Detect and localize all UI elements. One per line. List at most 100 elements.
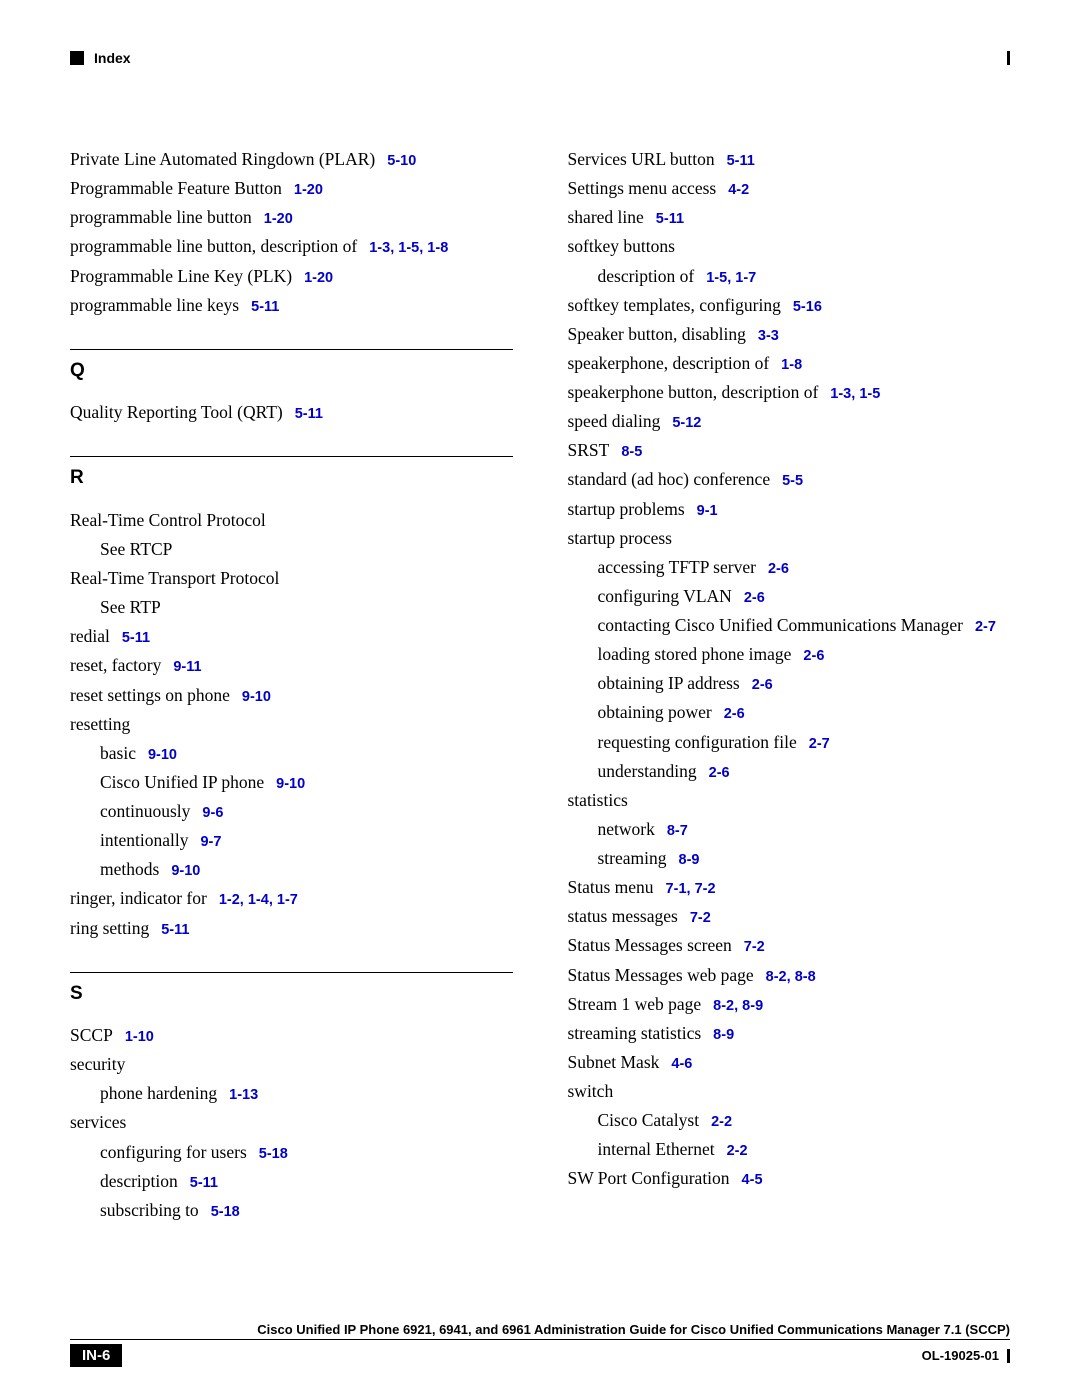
page-ref-link[interactable]: 8-7 bbox=[667, 823, 688, 839]
page-ref-link[interactable]: 9-11 bbox=[173, 659, 201, 675]
index-entry: See RTP bbox=[70, 594, 513, 621]
page-ref-link[interactable]: 5-18 bbox=[211, 1204, 240, 1220]
page-ref-link[interactable]: 1-20 bbox=[264, 211, 293, 227]
page-ref-link[interactable]: 5-5 bbox=[782, 473, 803, 489]
page-ref-link[interactable]: 8-9 bbox=[713, 1027, 734, 1043]
page-ref-link[interactable]: 5-11 bbox=[122, 630, 150, 646]
index-entry: redial5-11 bbox=[70, 623, 513, 650]
index-entry-refs: 2-7 bbox=[809, 732, 830, 752]
index-entry-text: Status Messages web page bbox=[568, 965, 754, 985]
index-entry-text: standard (ad hoc) conference bbox=[568, 469, 771, 489]
page-ref-link[interactable]: 8-8 bbox=[795, 969, 816, 985]
page-ref-link[interactable]: 8-9 bbox=[742, 998, 763, 1014]
page-ref-link[interactable]: 7-2 bbox=[744, 939, 765, 955]
page-ref-link[interactable]: 1-7 bbox=[735, 270, 756, 286]
page-ref-link[interactable]: 2-6 bbox=[752, 677, 773, 693]
page-ref-link[interactable]: 1-8 bbox=[427, 240, 448, 256]
page-ref-link[interactable]: 9-7 bbox=[200, 834, 221, 850]
index-entry-text: See RTP bbox=[100, 597, 161, 617]
page-ref-link[interactable]: 9-10 bbox=[276, 776, 305, 792]
page-ref-link[interactable]: 8-9 bbox=[679, 852, 700, 868]
page-ref-link[interactable]: 5-18 bbox=[259, 1146, 288, 1162]
index-entry-text: Status Messages screen bbox=[568, 935, 732, 955]
index-entry-text: SRST bbox=[568, 440, 610, 460]
index-entry-text: speakerphone button, description of bbox=[568, 382, 819, 402]
index-entry: Status Messages web page 8-2, 8-8 bbox=[568, 962, 1011, 989]
page-ref-link[interactable]: 5-11 bbox=[295, 406, 323, 422]
page-ref-link[interactable]: 1-8 bbox=[781, 357, 802, 373]
index-entry: Speaker button, disabling3-3 bbox=[568, 321, 1011, 348]
page-ref-link[interactable]: 5-11 bbox=[190, 1175, 218, 1191]
page-ref-link[interactable]: 1-5 bbox=[398, 240, 419, 256]
page-ref-link[interactable]: 7-2 bbox=[690, 910, 711, 926]
page-ref-link[interactable]: 9-10 bbox=[148, 747, 177, 763]
index-entry: obtaining power2-6 bbox=[568, 699, 1011, 726]
page-ref-link[interactable]: 1-4 bbox=[248, 892, 269, 908]
page-ref-link[interactable]: 1-2 bbox=[219, 892, 240, 908]
index-entry: contacting Cisco Unified Communications … bbox=[568, 612, 1011, 639]
page-ref-link[interactable]: 2-6 bbox=[709, 765, 730, 781]
page-ref-link[interactable]: 1-20 bbox=[304, 270, 333, 286]
index-entry-text: configuring VLAN bbox=[598, 586, 732, 606]
index-entry: See RTCP bbox=[70, 536, 513, 563]
page-ref-link[interactable]: 2-7 bbox=[975, 619, 996, 635]
index-entry-refs: 8-2, 8-8 bbox=[766, 965, 816, 985]
page-ref-link[interactable]: 2-6 bbox=[744, 590, 765, 606]
page-ref-link[interactable]: 2-6 bbox=[724, 706, 745, 722]
index-entry: Programmable Feature Button1-20 bbox=[70, 175, 513, 202]
page-ref-link[interactable]: 9-10 bbox=[171, 863, 200, 879]
index-entry-refs: 2-6 bbox=[803, 644, 824, 664]
page-ref-link[interactable]: 1-5 bbox=[859, 386, 880, 402]
page-ref-link[interactable]: 9-10 bbox=[242, 689, 271, 705]
page-ref-link[interactable]: 7-1 bbox=[666, 881, 687, 897]
index-entry: status messages7-2 bbox=[568, 903, 1011, 930]
page-ref-link[interactable]: 2-7 bbox=[809, 736, 830, 752]
index-entry-text: programmable line button bbox=[70, 207, 252, 227]
index-entry-refs: 9-1 bbox=[697, 499, 718, 519]
page-ref-link[interactable]: 8-2 bbox=[766, 969, 787, 985]
page-ref-link[interactable]: 5-11 bbox=[727, 153, 755, 169]
page-ref-link[interactable]: 1-3 bbox=[369, 240, 390, 256]
index-entry-refs: 2-7 bbox=[975, 615, 996, 635]
page-ref-link[interactable]: 1-3 bbox=[830, 386, 851, 402]
footer-title: Cisco Unified IP Phone 6921, 6941, and 6… bbox=[257, 1322, 1010, 1337]
page-ref-link[interactable]: 5-11 bbox=[251, 299, 279, 315]
page-ref-link[interactable]: 1-13 bbox=[229, 1087, 258, 1103]
page-footer: Cisco Unified IP Phone 6921, 6941, and 6… bbox=[70, 1322, 1010, 1367]
page-ref-link[interactable]: 1-7 bbox=[277, 892, 298, 908]
page-ref-link[interactable]: 2-2 bbox=[711, 1114, 732, 1130]
index-entry: resetting bbox=[70, 711, 513, 738]
ref-separator: , bbox=[240, 892, 248, 908]
index-entry: services bbox=[70, 1109, 513, 1136]
page-ref-link[interactable]: 5-11 bbox=[656, 211, 684, 227]
page-ref-link[interactable]: 3-3 bbox=[758, 328, 779, 344]
index-entry-text: shared line bbox=[568, 207, 644, 227]
page-ref-link[interactable]: 7-2 bbox=[695, 881, 716, 897]
index-entry: Programmable Line Key (PLK)1-20 bbox=[70, 263, 513, 290]
page-ref-link[interactable]: 5-16 bbox=[793, 299, 822, 315]
page-ref-link[interactable]: 4-6 bbox=[671, 1056, 692, 1072]
index-entry-text: streaming statistics bbox=[568, 1023, 702, 1043]
index-entry: understanding2-6 bbox=[568, 758, 1011, 785]
page-ref-link[interactable]: 9-6 bbox=[202, 805, 223, 821]
page-ref-link[interactable]: 8-5 bbox=[621, 444, 642, 460]
page-ref-link[interactable]: 8-2 bbox=[713, 998, 734, 1014]
ref-separator: , bbox=[787, 969, 795, 985]
page-ref-link[interactable]: 5-12 bbox=[672, 415, 701, 431]
ref-separator: , bbox=[687, 881, 695, 897]
page-ref-link[interactable]: 4-5 bbox=[742, 1172, 763, 1188]
page-ref-link[interactable]: 5-10 bbox=[387, 153, 416, 169]
index-entry: shared line 5-11 bbox=[568, 204, 1011, 231]
page-ref-link[interactable]: 5-11 bbox=[161, 922, 189, 938]
page-ref-link[interactable]: 9-1 bbox=[697, 503, 718, 519]
page-ref-link[interactable]: 1-5 bbox=[706, 270, 727, 286]
page-ref-link[interactable]: 2-6 bbox=[803, 648, 824, 664]
index-entry: SW Port Configuration4-5 bbox=[568, 1165, 1011, 1192]
index-entry-refs: 7-2 bbox=[690, 906, 711, 926]
page-ref-link[interactable]: 2-6 bbox=[768, 561, 789, 577]
page-ref-link[interactable]: 4-2 bbox=[728, 182, 749, 198]
page-ref-link[interactable]: 2-2 bbox=[727, 1143, 748, 1159]
index-entry-refs: 2-2 bbox=[711, 1110, 732, 1130]
page-ref-link[interactable]: 1-20 bbox=[294, 182, 323, 198]
page-ref-link[interactable]: 1-10 bbox=[125, 1029, 154, 1045]
